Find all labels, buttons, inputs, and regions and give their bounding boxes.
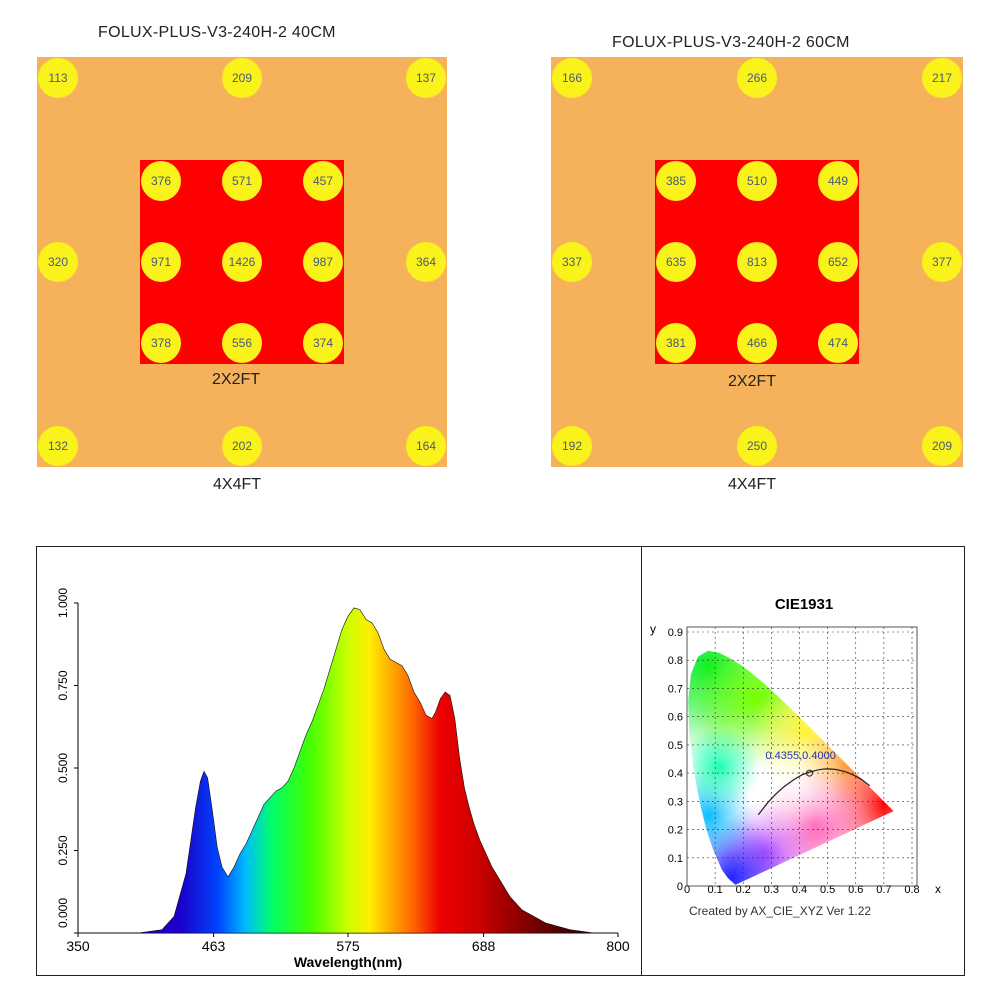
inner-measurement-point: 385	[656, 161, 696, 201]
inner-measurement-point: 987	[303, 242, 343, 282]
outer-measurement-point: 209	[222, 58, 262, 98]
inner-measurement-point: 449	[818, 161, 858, 201]
spectrum-chart: 350 463 575 688 800 0.000 0.250 0.500 0.750 1.00…	[56, 588, 630, 970]
inner-measurement-point: 457	[303, 161, 343, 201]
outer-measurement-point: 192	[552, 426, 592, 466]
outer-area-label: 4X4FT	[728, 476, 777, 493]
outer-measurement-point: 377	[922, 242, 962, 282]
x-tick-label: 0.5	[820, 884, 835, 896]
outer-measurement-point: 113	[38, 58, 78, 98]
x-tick-label: 350	[66, 938, 90, 954]
x-tick-label: 575	[336, 938, 360, 954]
y-tick-label: 0.4	[668, 768, 683, 780]
y-tick-label: 0.6	[668, 712, 683, 724]
x-tick-label: 0.7	[876, 884, 891, 896]
outer-measurement-point: 164	[406, 426, 446, 466]
inner-measurement-point: 378	[141, 323, 181, 363]
outer-area-label: 4X4FT	[213, 476, 262, 493]
outer-measurement-point: 337	[552, 242, 592, 282]
cie-footer: Created by AX_CIE_XYZ Ver 1.22	[689, 904, 871, 918]
inner-measurement-point: 652	[818, 242, 858, 282]
inner-measurement-point: 635	[656, 242, 696, 282]
chromaticity-point	[805, 769, 813, 777]
x-tick-label: 463	[202, 938, 226, 954]
y-tick-label: 0	[677, 881, 683, 893]
chromaticity-point-label: 0.4355,0.4000	[765, 750, 835, 762]
inner-measurement-point: 466	[737, 323, 777, 363]
outer-measurement-point: 364	[406, 242, 446, 282]
x-tick-label: 800	[606, 938, 630, 954]
y-axis-label: y	[650, 622, 656, 636]
inner-measurement-point: 510	[737, 161, 777, 201]
inner-measurement-point: 374	[303, 323, 343, 363]
planckian-locus	[757, 768, 871, 816]
y-tick-label: 0.9	[668, 627, 683, 639]
x-tick-label: 0.1	[707, 884, 722, 896]
y-tick-label: 0.2	[668, 825, 683, 837]
y-tick-label: 0.500	[56, 753, 70, 783]
outer-measurement-point: 320	[38, 242, 78, 282]
spectrum-area	[78, 607, 618, 934]
y-tick-label: 0.250	[56, 835, 70, 865]
y-tick-label: 1.000	[56, 588, 70, 618]
x-tick-label: 0.8	[904, 884, 919, 896]
x-tick-label: 0.6	[848, 884, 863, 896]
spectrum-panel: 350 463 575 688 800 0.000 0.250 0.500 0.750 1.00…	[36, 546, 642, 976]
y-tick-label: 0.7	[668, 683, 683, 695]
outer-measurement-point: 132	[38, 426, 78, 466]
inner-area-label: 2X2FT	[212, 371, 261, 388]
x-axis-label: x	[935, 882, 941, 896]
inner-measurement-point: 474	[818, 323, 858, 363]
y-tick-label: 0.000	[56, 898, 70, 928]
inner-measurement-point: 556	[222, 323, 262, 363]
map-title: FOLUX-PLUS-V3-240H-2 60CM	[612, 34, 850, 51]
map-title: FOLUX-PLUS-V3-240H-2 40CM	[98, 24, 336, 41]
outer-measurement-point: 209	[922, 426, 962, 466]
x-axis-label: Wavelength(nm)	[294, 954, 402, 970]
x-tick-label: 0.2	[736, 884, 751, 896]
y-tick-label: 0.750	[56, 670, 70, 700]
cie-chart: CIE1931 0.4355,0.4000 0 0.1 0.2 0.3 0.4 0.5 0.…	[650, 596, 941, 918]
cie-title: CIE1931	[775, 596, 833, 613]
outer-measurement-point: 217	[922, 58, 962, 98]
x-tick-label: 688	[472, 938, 496, 954]
inner-measurement-point: 971	[141, 242, 181, 282]
y-tick-label: 0.3	[668, 796, 683, 808]
x-tick-label: 0	[684, 884, 690, 896]
inner-measurement-point: 1426	[222, 242, 262, 282]
x-tick-label: 0.3	[764, 884, 779, 896]
y-tick-label: 0.8	[668, 655, 683, 667]
inner-measurement-point: 381	[656, 323, 696, 363]
outer-measurement-point: 250	[737, 426, 777, 466]
y-tick-label: 0.1	[668, 853, 683, 865]
inner-measurement-point: 376	[141, 161, 181, 201]
y-tick-label: 0.5	[668, 740, 683, 752]
outer-measurement-point: 202	[222, 426, 262, 466]
outer-measurement-point: 266	[737, 58, 777, 98]
cie-panel: CIE1931 0.4355,0.4000 0 0.1 0.2 0.3 0.4 0.5 0.…	[641, 546, 965, 976]
outer-measurement-point: 137	[406, 58, 446, 98]
inner-area-label: 2X2FT	[728, 373, 777, 390]
inner-measurement-point: 571	[222, 161, 262, 201]
x-tick-label: 0.4	[792, 884, 807, 896]
inner-measurement-point: 813	[737, 242, 777, 282]
outer-measurement-point: 166	[552, 58, 592, 98]
